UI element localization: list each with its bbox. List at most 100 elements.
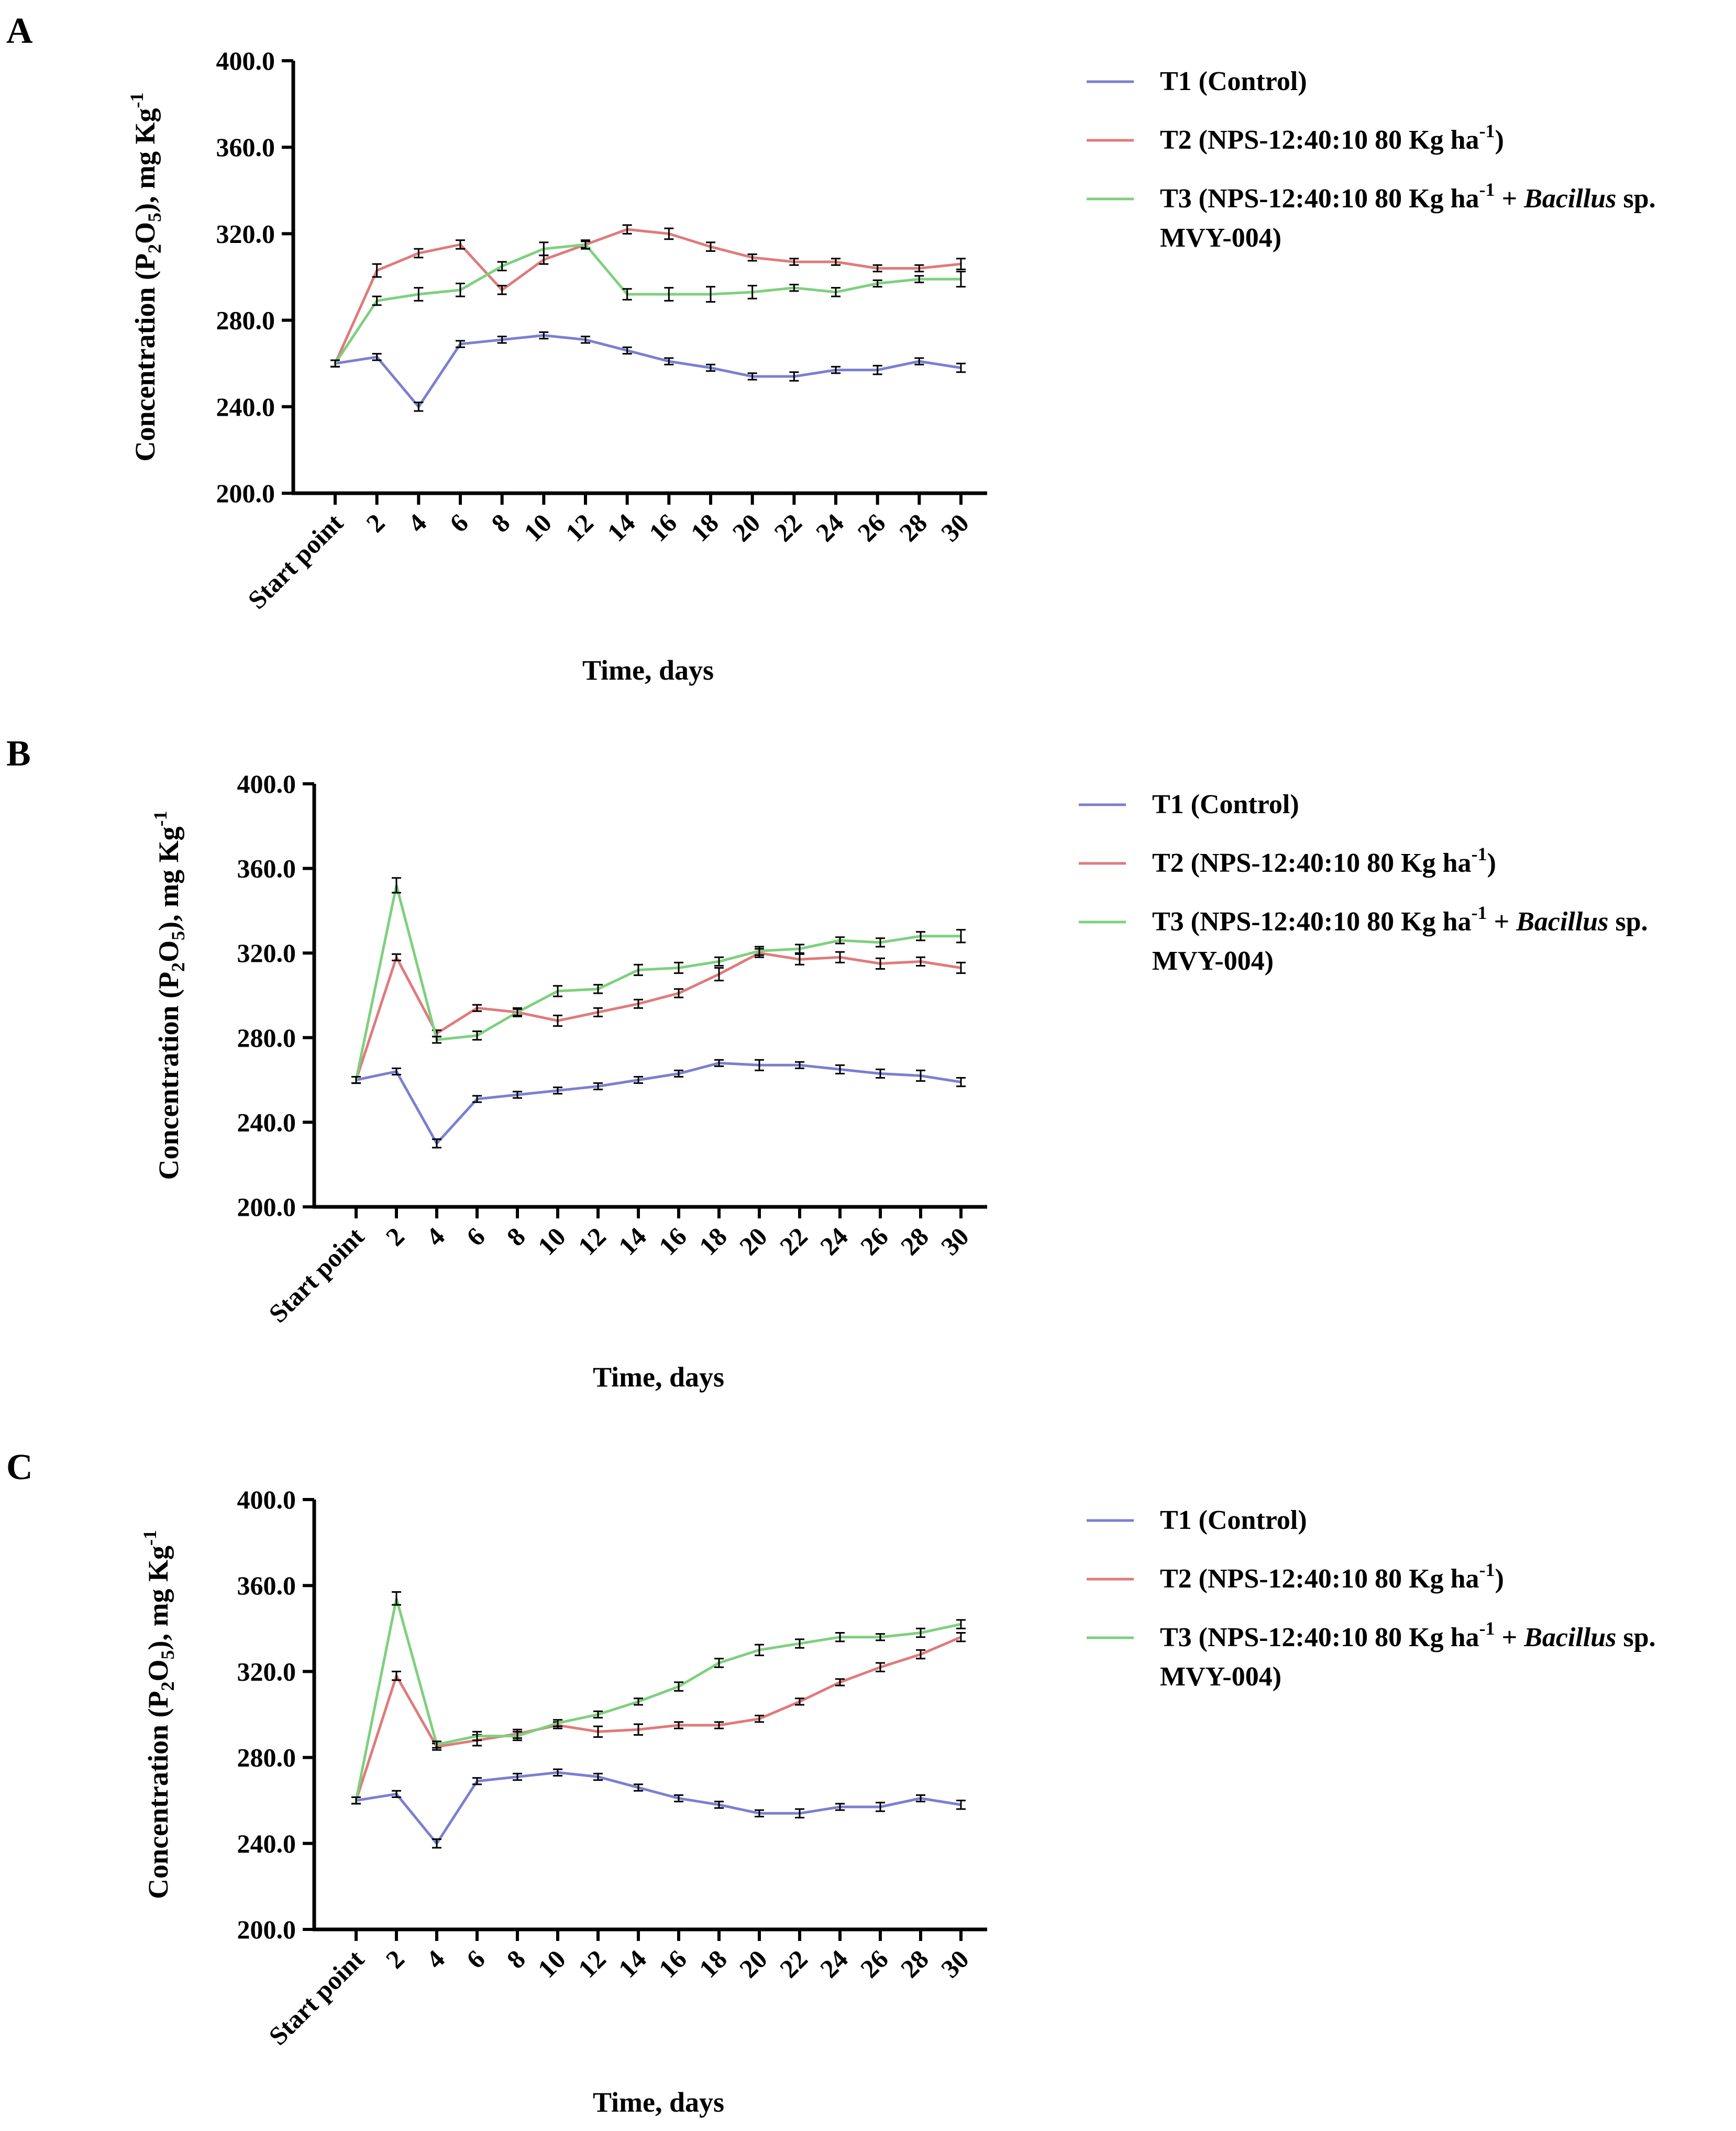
error-bar-t1 (876, 1802, 885, 1812)
error-bar-t3 (914, 275, 924, 283)
y-tick-label: 280.0 (216, 306, 275, 335)
error-bar-t2 (831, 258, 841, 266)
x-tick-label: 6 (444, 508, 474, 538)
error-bar-t1 (835, 1803, 845, 1811)
error-bar-t1 (472, 1095, 482, 1103)
error-bar-t1 (634, 1783, 643, 1792)
error-bar-t2 (674, 988, 683, 998)
error-bar-t3 (392, 877, 401, 894)
error-bar-t3 (916, 1627, 925, 1638)
y-tick-label: 240.0 (237, 1107, 296, 1137)
error-bar-t1 (634, 1076, 643, 1084)
y-tick-label: 400.0 (216, 46, 275, 75)
x-tick-label: 4 (421, 1944, 450, 1974)
error-bar-t1 (581, 336, 590, 344)
error-bar-t1 (956, 1800, 966, 1810)
error-bar-t3 (593, 984, 603, 994)
error-bar-t1 (432, 1138, 441, 1149)
error-bar-t2 (456, 239, 465, 250)
error-bar-t3 (553, 985, 562, 997)
legend-label-t3-line2: MVY-004) (1160, 223, 1281, 253)
legend-label-t1: T1 (Control) (1160, 1505, 1307, 1535)
x-tick-label: 10 (532, 1944, 571, 1983)
error-bar-t1 (674, 1794, 683, 1803)
error-bar-t3 (432, 1740, 441, 1749)
error-bar-t3 (789, 283, 799, 292)
error-bar-t1 (956, 1077, 966, 1087)
legend: T1 (Control) T2 (NPS-12:40:10 80 Kg ha-1)… (1079, 790, 1648, 976)
error-bar-t1 (795, 1808, 804, 1819)
error-bar-t2 (553, 1014, 562, 1027)
error-bar-t3 (835, 936, 845, 945)
legend-label-t3-line2: MVY-004) (1160, 1662, 1281, 1692)
error-bar-t1 (622, 346, 632, 355)
error-bar-t3 (795, 1638, 804, 1649)
error-bar-t1 (593, 1772, 603, 1781)
y-tick-label: 280.0 (237, 1743, 296, 1772)
chart-panel-b: B 200.0 240.0 280.0 320.0 360.0 400.0 Start poi… (6, 734, 1648, 1393)
y-tick-label: 320.0 (216, 219, 275, 248)
x-tick-label: 14 (613, 1222, 652, 1261)
error-bar-t1 (472, 1777, 482, 1785)
error-bar-t1 (372, 353, 382, 361)
panel-letter: C (6, 1447, 33, 1488)
error-bar-t1 (872, 364, 882, 375)
error-bar-t2 (872, 264, 882, 273)
y-tick-label: 240.0 (216, 392, 275, 421)
error-bar-t2 (593, 1007, 603, 1017)
error-bar-t1 (714, 1801, 724, 1809)
x-tick-label: 24 (810, 508, 849, 547)
error-bar-t1 (456, 340, 465, 348)
error-bar-t1 (755, 1809, 764, 1817)
error-bar-t2 (622, 224, 632, 235)
x-tick-label: 4 (421, 1222, 450, 1251)
series-line-t2 (355, 1636, 961, 1801)
error-bar-t3 (674, 1681, 683, 1692)
x-tick-label: Start point (242, 508, 349, 615)
error-bar-t3 (876, 937, 885, 948)
series-line-t2 (355, 951, 961, 1081)
error-bar-t3 (872, 279, 882, 288)
error-bar-t2 (472, 1004, 482, 1012)
error-bar-t2 (835, 1678, 845, 1686)
error-bar-t2 (956, 961, 966, 974)
x-tick-label: 2 (360, 508, 390, 538)
x-axis-title: Time, days (582, 654, 714, 686)
x-tick-label: 16 (643, 508, 682, 547)
error-bar-t2 (956, 1632, 966, 1642)
y-tick-label: 280.0 (237, 1023, 296, 1052)
legend-label-t2: T2 (NPS-12:40:10 80 Kg ha-1) (1160, 1559, 1504, 1594)
x-tick-label: 8 (501, 1944, 531, 1974)
error-bar-t3 (956, 1619, 966, 1629)
error-bar-t3 (351, 1076, 361, 1084)
error-bar-t3 (795, 944, 804, 954)
error-bar-t3 (392, 1591, 401, 1606)
error-bar-t3 (472, 1730, 482, 1741)
legend: T1 (Control) T2 (NPS-12:40:10 80 Kg ha-1)… (1087, 66, 1656, 253)
x-tick-label: 20 (734, 1944, 773, 1983)
y-tick-label: 360.0 (237, 854, 296, 883)
error-bar-t2 (593, 1725, 603, 1738)
error-bar-t2 (956, 258, 966, 271)
x-tick-label: 20 (726, 508, 766, 547)
x-tick-label: 16 (653, 1222, 692, 1261)
error-bar-t1 (831, 365, 841, 374)
x-tick-label: Start point (263, 1222, 370, 1328)
error-bar-t3 (706, 286, 715, 303)
error-bar-t1 (795, 1061, 804, 1069)
error-bar-t1 (593, 1082, 603, 1091)
legend-label-t2: T2 (NPS-12:40:10 80 Kg ha-1) (1160, 120, 1504, 155)
x-tick-label: 12 (560, 508, 599, 547)
legend-label-t3-line2: MVY-004) (1152, 946, 1274, 976)
y-tick-label: 240.0 (237, 1829, 296, 1858)
error-bar-t1 (553, 1768, 562, 1777)
x-tick-label: 22 (768, 508, 808, 547)
x-tick-label: 14 (601, 508, 640, 547)
y-tick-label: 200.0 (237, 1915, 296, 1944)
error-bar-t2 (747, 253, 757, 262)
error-bar-t1 (706, 363, 715, 372)
series-line-t3 (334, 243, 961, 364)
error-bar-t1 (789, 371, 799, 382)
chart-panel-a: A 200.0 240.0 280.0 320.0 360.0 400.0 Start poi… (6, 11, 1656, 686)
x-tick-label: 22 (774, 1944, 813, 1983)
